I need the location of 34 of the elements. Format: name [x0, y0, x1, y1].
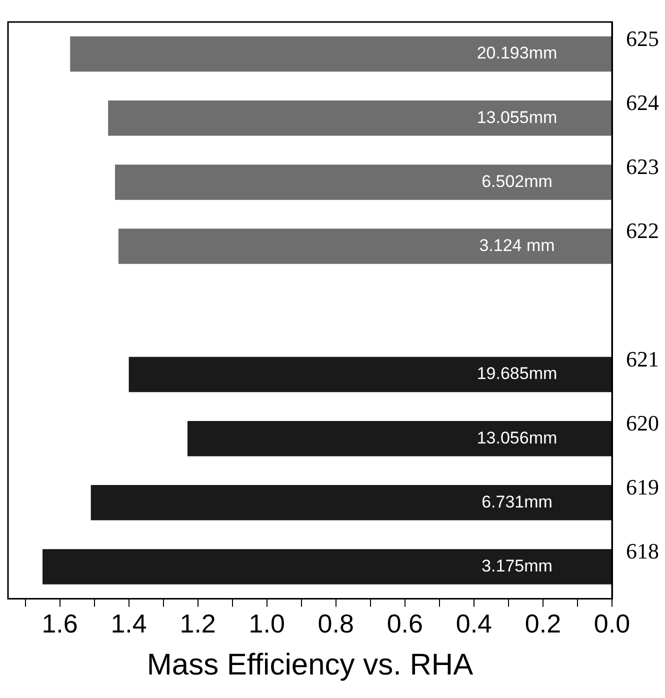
x-tick-label: 1.4: [110, 608, 147, 639]
text: 618: [626, 538, 659, 564]
x-tick-label: 1.6: [42, 608, 78, 639]
y-tick-label: 19.685mm: [476, 364, 558, 384]
y-tick-label: 13.056mm: [476, 428, 558, 448]
text: 625: [626, 26, 659, 51]
text: 619: [626, 474, 659, 500]
y-tick-label: 6.731mm: [482, 492, 552, 512]
y-tick-label: 13.055mm: [476, 108, 558, 127]
text: 624: [626, 90, 659, 115]
bar: [90, 485, 612, 520]
bar: [70, 36, 612, 72]
y-tick-label: 6.502mm: [482, 172, 552, 191]
bar: [118, 228, 612, 264]
x-tick-label: 1.2: [180, 608, 216, 639]
bar: [187, 420, 612, 456]
y-tick-label: 3.124 mm: [479, 236, 555, 255]
bar: [108, 100, 612, 136]
x-tick-label: 1.0: [248, 608, 285, 639]
text: 621: [626, 346, 659, 372]
bar: [128, 356, 612, 392]
x-axis-title: Mass Efficiency vs. RHA: [146, 648, 474, 682]
x-tick-label: 0.4: [456, 608, 492, 639]
bar: [42, 549, 612, 584]
y-tick-label: 20.193mm: [476, 44, 558, 63]
text: 622: [626, 218, 659, 244]
x-tick-label: 0.6: [386, 608, 423, 639]
y-tick-label: 3.175mm: [482, 556, 552, 576]
text: 620: [626, 410, 659, 436]
bar: [114, 164, 612, 200]
x-tick-label: 0.0: [594, 608, 630, 639]
text: 623: [626, 154, 659, 180]
x-tick-label: 0.8: [318, 608, 354, 639]
x-tick-label: 0.2: [524, 608, 562, 639]
